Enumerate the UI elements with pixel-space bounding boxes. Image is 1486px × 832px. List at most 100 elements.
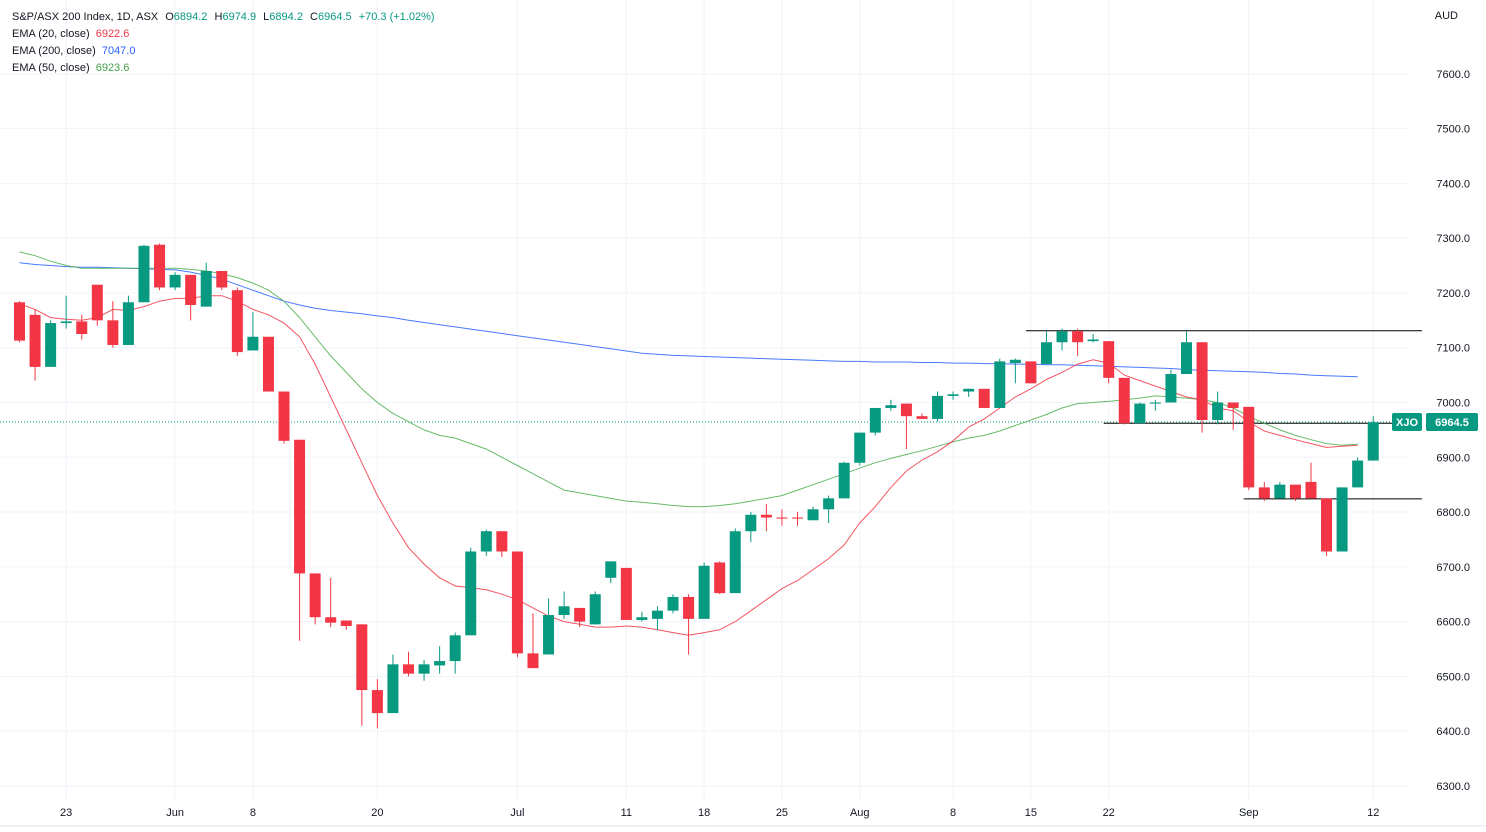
x-tick-label: 23 (60, 807, 72, 819)
ohlc-change: +70.3 (+1.02%) (358, 11, 435, 23)
candle-body (107, 320, 119, 345)
candle (1305, 462, 1317, 499)
ema20-value: 6922.6 (95, 28, 130, 40)
candle-body (418, 664, 430, 674)
candle (496, 531, 508, 557)
candle-body (76, 321, 88, 335)
candle (1134, 402, 1146, 424)
candle (1274, 481, 1286, 499)
candle-body (278, 391, 290, 441)
candle (1056, 328, 1068, 351)
y-tick-label: 6500.0 (1436, 671, 1470, 683)
indicator-ema200[interactable]: EMA (200, close) 7047.0 (12, 43, 435, 60)
candle-body (1196, 342, 1208, 421)
candle (169, 272, 181, 291)
candle (869, 407, 881, 436)
candle-body (91, 284, 103, 321)
candle-body (1289, 484, 1301, 499)
ohlc-low: L6894.2 (263, 11, 303, 23)
symbol-title[interactable]: S&P/ASX 200 Index, 1D, ASX (12, 11, 159, 23)
candle (262, 336, 274, 392)
ema50-value: 6923.6 (95, 62, 130, 74)
candle (1196, 342, 1208, 433)
candle-body (247, 336, 259, 351)
candle-body (651, 610, 663, 619)
candle-body (1258, 487, 1270, 499)
candle (1072, 328, 1084, 356)
y-tick-label: 6400.0 (1436, 726, 1470, 738)
candle-body (325, 617, 337, 623)
candle-body (1181, 342, 1192, 375)
candle-body (869, 407, 881, 433)
candle-body (45, 323, 57, 367)
candle-body (574, 607, 586, 622)
candle-body (947, 394, 959, 396)
y-tick-label: 6900.0 (1436, 452, 1470, 464)
ema20-line (19, 295, 1358, 636)
x-tick-label: Jun (166, 807, 184, 819)
candle-body (729, 531, 741, 594)
candle-body (1134, 403, 1146, 424)
ema50-label: EMA (50, close) (12, 62, 90, 74)
candle-body (589, 594, 601, 625)
candle-body (1274, 484, 1286, 499)
x-tick-label: Jul (510, 807, 524, 819)
x-tick-label: 25 (776, 807, 788, 819)
candle (1103, 341, 1115, 384)
candle (60, 295, 72, 329)
candle (667, 594, 679, 614)
candle-body (1367, 422, 1379, 461)
x-tick-label: 22 (1103, 807, 1115, 819)
candle (1336, 487, 1348, 552)
candle (247, 312, 259, 351)
candle (418, 659, 430, 681)
y-tick-label: 7300.0 (1436, 233, 1470, 245)
candle-body (932, 395, 944, 419)
candle (154, 243, 166, 291)
candle (216, 271, 228, 291)
ema50-line (19, 251, 1358, 508)
candle-body (14, 302, 25, 341)
y-tick-label: 6700.0 (1436, 562, 1470, 574)
ohlc-open: O6894.2 (165, 11, 208, 23)
y-tick-label: 6300.0 (1436, 781, 1470, 793)
candle (1258, 481, 1270, 502)
price-badge-value: 6964.5 (1435, 417, 1469, 429)
candle-body (667, 596, 679, 611)
candle-body (138, 245, 150, 303)
candle (1181, 331, 1192, 375)
candle (574, 607, 586, 628)
x-tick-label: 18 (698, 807, 710, 819)
chart-legend: S&P/ASX 200 Index, 1D, ASX O6894.2 H6974… (12, 9, 435, 77)
candle-body (496, 531, 508, 552)
ticker-badge-label: XJO (1396, 417, 1418, 429)
price-badge: XJO 6964.5 (1392, 412, 1478, 431)
candle-body (1103, 341, 1115, 378)
ema200-value: 7047.0 (101, 45, 136, 57)
candle-body (340, 620, 352, 626)
candle-body (1040, 342, 1052, 365)
y-tick-label: 6800.0 (1436, 507, 1470, 519)
candle (838, 461, 850, 499)
candle (356, 624, 368, 726)
candle-body (963, 388, 975, 392)
candle-body (1305, 481, 1317, 499)
candle-body (1056, 331, 1068, 343)
candle-body (1321, 498, 1333, 552)
ticker-badge-bg (1392, 412, 1422, 431)
candle (231, 287, 243, 356)
candle (792, 512, 803, 526)
y-tick-label: 7000.0 (1436, 397, 1470, 409)
indicator-ema20[interactable]: EMA (20, close) 6922.6 (12, 26, 435, 43)
candle (465, 547, 477, 636)
candle-body (169, 274, 181, 288)
x-tick-label: 20 (371, 807, 383, 819)
x-tick-label: 12 (1367, 807, 1379, 819)
candle-body (294, 439, 306, 574)
indicator-ema50[interactable]: EMA (50, close) 6923.6 (12, 60, 435, 77)
x-tick-label: 8 (250, 807, 256, 819)
candle-body (792, 517, 803, 519)
y-tick-label: 7400.0 (1436, 178, 1470, 190)
candle-body (371, 690, 383, 714)
